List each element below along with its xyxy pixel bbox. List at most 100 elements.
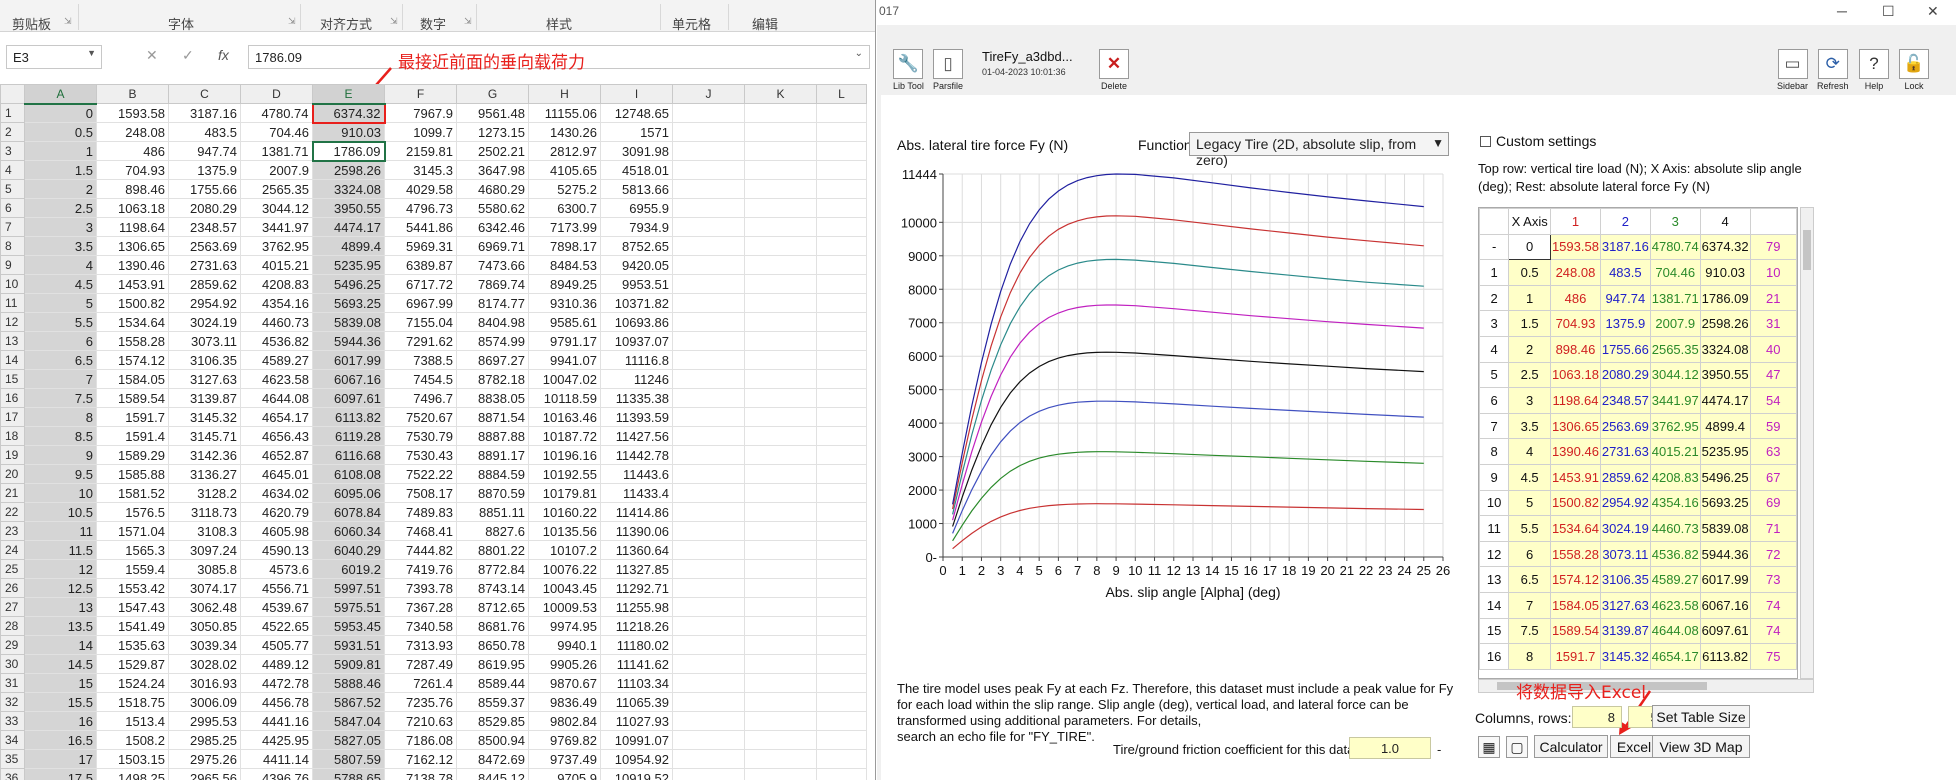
dialog-launcher-icon[interactable]: ⇲ [464, 16, 472, 26]
table-cell[interactable]: 4474.17 [312, 217, 385, 237]
table-cell[interactable]: 7869.74 [456, 274, 529, 294]
set-table-size-button[interactable]: Set Table Size [1652, 705, 1750, 728]
table-cell[interactable]: 8574.99 [456, 331, 529, 351]
table-cell[interactable]: 14.5 [24, 654, 97, 674]
table-cell[interactable]: 6300.7 [528, 198, 601, 218]
table-cell[interactable] [672, 502, 745, 522]
table-cell[interactable] [672, 369, 745, 389]
ribbon-group-clipboard[interactable]: 剪贴板 [12, 18, 52, 33]
table-cell[interactable]: 4623.58 [240, 369, 313, 389]
table-cell[interactable]: 2859.62 [168, 274, 241, 294]
table-cell[interactable]: 11027.93 [600, 711, 673, 731]
table-cell[interactable]: 7496.7 [384, 388, 457, 408]
table-cell[interactable]: 8772.84 [456, 559, 529, 579]
delete-button[interactable]: ✕ Delete [1099, 49, 1129, 91]
table-cell[interactable] [672, 255, 745, 275]
table-cell[interactable]: 72 [1749, 540, 1797, 568]
column-header[interactable]: J [672, 84, 745, 104]
table-view-icon[interactable]: ▦ [1478, 736, 1500, 758]
table-cell[interactable]: 2985.25 [168, 730, 241, 750]
table-cell[interactable]: 9870.67 [528, 673, 601, 693]
table-cell[interactable]: 5788.65 [312, 768, 385, 780]
table-cell[interactable]: 6060.34 [312, 521, 385, 541]
table-cell[interactable]: 1591.4 [96, 426, 169, 446]
row-header[interactable]: 15 [0, 369, 25, 389]
insert-function-icon[interactable]: fx [218, 47, 229, 63]
table-cell[interactable] [672, 160, 745, 180]
table-cell[interactable]: 947.74 [1599, 284, 1651, 312]
table-cell[interactable]: 8827.6 [456, 521, 529, 541]
table-cell[interactable]: 2954.92 [168, 293, 241, 313]
table-cell[interactable]: 5 [1508, 489, 1552, 517]
table-cell[interactable]: 4411.14 [240, 749, 313, 769]
row-header[interactable]: 36 [0, 768, 25, 780]
table-cell[interactable]: 1571 [600, 122, 673, 142]
table-cell[interactable] [816, 141, 867, 161]
table-cell[interactable] [816, 673, 867, 693]
table-cell[interactable] [744, 122, 817, 142]
sidebar-button[interactable]: ▭ Sidebar [1777, 49, 1808, 91]
table-cell[interactable]: 1574.12 [96, 350, 169, 370]
table-cell[interactable] [816, 312, 867, 332]
table-cell[interactable]: 7287.49 [384, 654, 457, 674]
table-cell[interactable]: 1534.64 [96, 312, 169, 332]
table-cell[interactable] [816, 388, 867, 408]
table-cell[interactable]: 7522.22 [384, 464, 457, 484]
table-cell[interactable] [744, 426, 817, 446]
column-header[interactable]: F [384, 84, 457, 104]
row-header[interactable]: 20 [0, 464, 25, 484]
table-cell[interactable]: 7367.28 [384, 597, 457, 617]
column-header[interactable]: G [456, 84, 529, 104]
table-cell[interactable]: 7468.41 [384, 521, 457, 541]
table-cell[interactable]: 3950.55 [1699, 361, 1751, 389]
table-cell[interactable] [816, 768, 867, 780]
table-cell[interactable] [744, 768, 817, 780]
table-cell[interactable]: 2 [1508, 335, 1552, 363]
table-cell[interactable]: 8887.88 [456, 426, 529, 446]
table-cell[interactable]: 8 [1508, 643, 1552, 670]
table-cell[interactable] [744, 692, 817, 712]
horizontal-scrollbar[interactable] [1478, 679, 1814, 693]
table-cell[interactable]: 2080.29 [168, 198, 241, 218]
column-header[interactable]: B [96, 84, 169, 104]
table-cell[interactable] [672, 749, 745, 769]
table-cell[interactable]: 3142.36 [168, 445, 241, 465]
table-cell[interactable]: 1589.29 [96, 445, 169, 465]
table-cell[interactable] [816, 730, 867, 750]
table-cell[interactable]: 1381.71 [240, 141, 313, 161]
table-cell[interactable]: 4654.17 [240, 407, 313, 427]
table-cell[interactable]: 10 [1749, 259, 1797, 286]
table-cell[interactable]: 8871.54 [456, 407, 529, 427]
table-cell[interactable]: 2954.92 [1599, 489, 1651, 517]
table-cell[interactable]: 7186.08 [384, 730, 457, 750]
table-cell[interactable]: 3.5 [24, 236, 97, 256]
table-cell[interactable] [672, 198, 745, 218]
table-cell[interactable]: 1755.66 [1599, 335, 1651, 363]
table-cell[interactable]: 9836.49 [528, 692, 601, 712]
table-cell[interactable]: 1755.66 [168, 179, 241, 199]
table-cell[interactable]: 4460.73 [1649, 515, 1701, 542]
table-cell[interactable]: 3118.73 [168, 502, 241, 522]
table-cell[interactable]: 5693.25 [1699, 489, 1751, 517]
table-cell[interactable] [744, 540, 817, 560]
column-header[interactable]: K [744, 84, 817, 104]
table-cell[interactable] [672, 559, 745, 579]
table-cell[interactable]: 4589.27 [240, 350, 313, 370]
table-cell[interactable]: 1390.46 [96, 255, 169, 275]
table-cell[interactable] [816, 521, 867, 541]
column-header[interactable]: A [24, 84, 97, 105]
table-cell[interactable]: 3.5 [1508, 412, 1552, 440]
table-cell[interactable]: 2859.62 [1599, 463, 1651, 491]
table-cell[interactable]: 7173.99 [528, 217, 601, 237]
table-cell[interactable] [744, 483, 817, 503]
table-cell[interactable] [816, 559, 867, 579]
table-cell[interactable]: 8559.37 [456, 692, 529, 712]
table-cell[interactable] [744, 673, 817, 693]
table-cell[interactable]: 8884.59 [456, 464, 529, 484]
table-cell[interactable]: 3 [24, 217, 97, 237]
table-cell[interactable] [744, 635, 817, 655]
table-cell[interactable]: 4474.17 [1699, 387, 1751, 414]
table-cell[interactable]: 1541.49 [96, 616, 169, 636]
table-cell[interactable]: 8404.98 [456, 312, 529, 332]
column-header[interactable]: L [816, 84, 867, 104]
